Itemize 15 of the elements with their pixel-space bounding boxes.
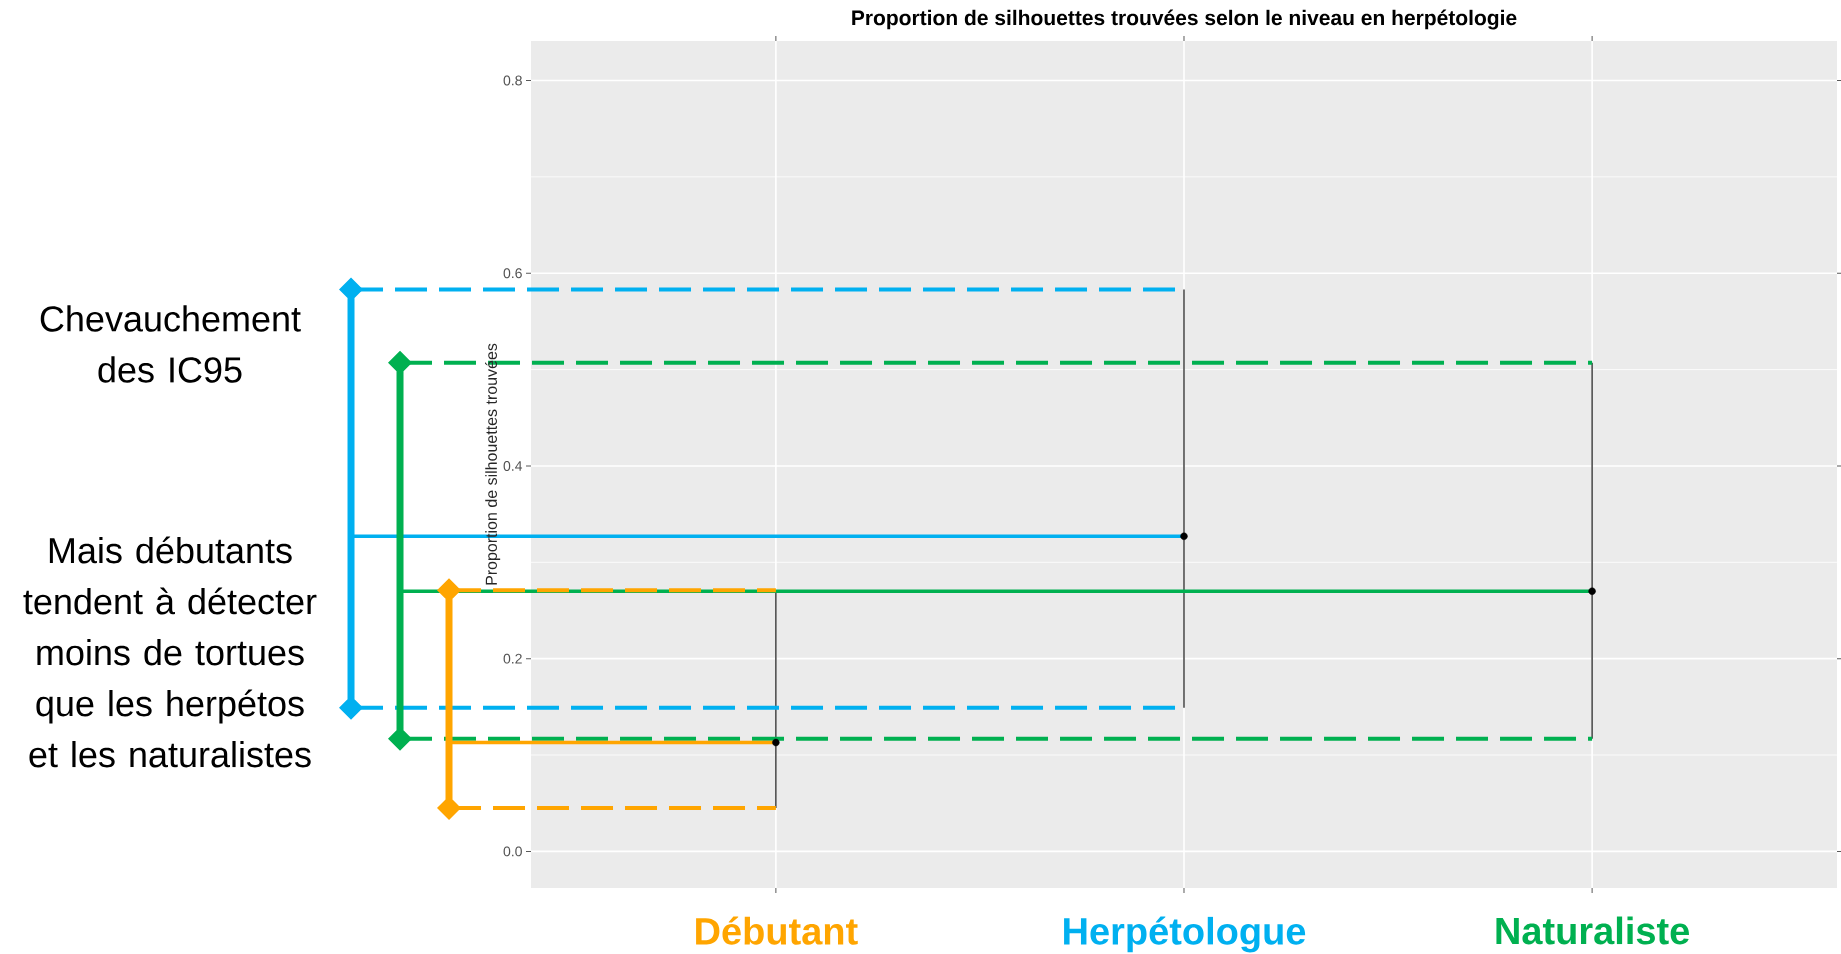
- x-tick-label: Naturaliste: [1496, 916, 1689, 945]
- y-tick-label: 0.4: [503, 460, 523, 471]
- x-tick-label: Herpétologue: [1064, 916, 1306, 953]
- point: [772, 738, 780, 747]
- y-tick-label: 0.6: [503, 268, 522, 279]
- text: Mais débutants tendent à détecter moins de tortues que les herpétos et les naturalistes: [23, 536, 317, 768]
- point: [1180, 532, 1188, 540]
- point: [1588, 587, 1596, 595]
- chart-title: Proportion de silhouettes trouvées selon le niveau en herpétologie: [852, 9, 1517, 30]
- text: Chevauchement des IC95: [40, 305, 301, 383]
- x-tick-label: Débutant: [696, 916, 858, 945]
- y-tick-label: 0.0: [503, 846, 522, 857]
- y-axis-title: Proportion de silhouettes trouvées: [485, 343, 501, 585]
- y-tick-label: 0.2: [503, 653, 522, 664]
- y-tick-label: 0.8: [503, 75, 522, 86]
